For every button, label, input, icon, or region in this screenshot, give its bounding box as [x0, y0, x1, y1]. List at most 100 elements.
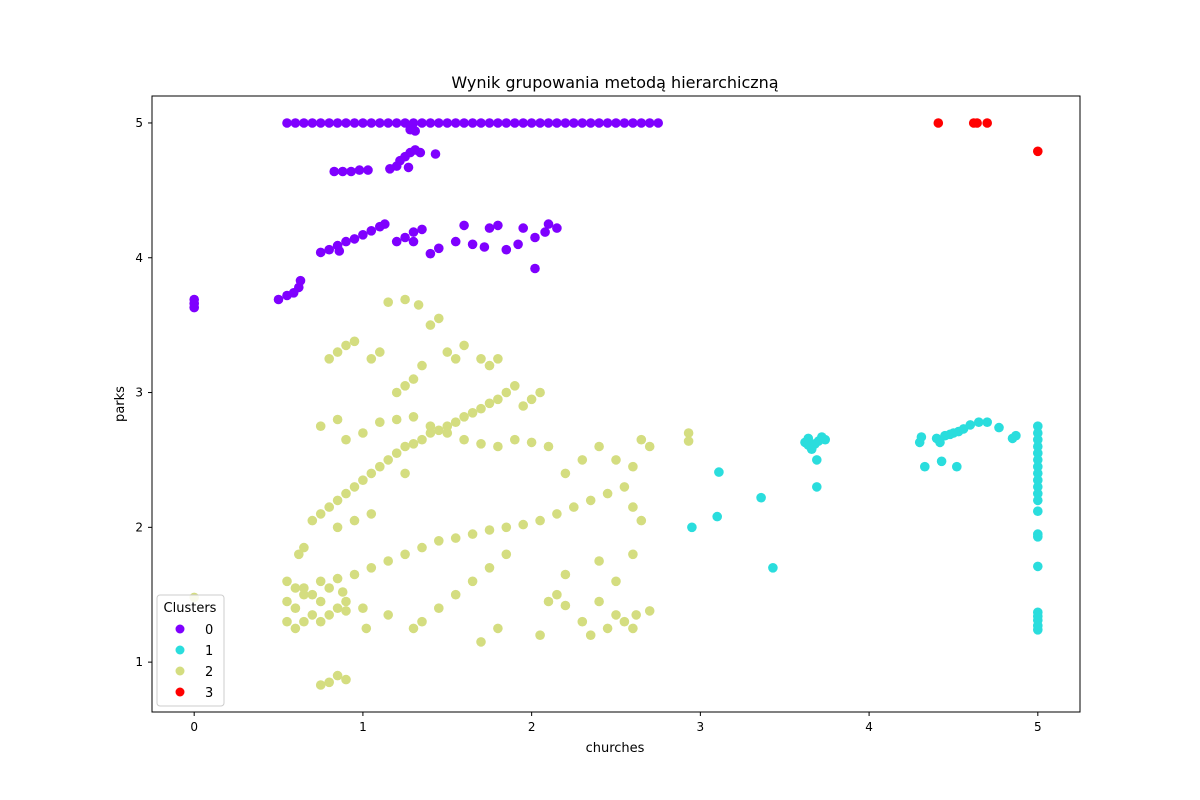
data-point-cluster-3 [933, 118, 944, 128]
data-point-cluster-0 [602, 118, 613, 128]
data-point-cluster-0 [493, 118, 503, 128]
data-point-cluster-2 [484, 563, 495, 573]
data-point-cluster-0 [569, 118, 579, 128]
data-point-cluster-2 [577, 455, 588, 465]
data-point-cluster-0 [417, 224, 427, 235]
data-point-cluster-1 [1033, 441, 1043, 452]
data-point-cluster-2 [358, 428, 368, 438]
data-point-cluster-2 [611, 455, 621, 465]
data-point-cluster-2 [391, 448, 402, 459]
data-point-cluster-0 [585, 118, 596, 128]
data-point-cluster-2 [332, 603, 343, 613]
data-point-cluster-2 [307, 589, 318, 600]
data-point-cluster-0 [434, 243, 444, 254]
data-point-cluster-2 [631, 610, 641, 620]
data-point-cluster-1 [1033, 468, 1043, 479]
data-point-cluster-0 [410, 126, 421, 136]
data-point-cluster-1 [1033, 455, 1043, 465]
data-point-cluster-2 [417, 542, 427, 553]
data-point-cluster-1 [920, 461, 930, 472]
legend-marker-2 [175, 666, 185, 676]
data-point-cluster-0 [467, 239, 478, 250]
data-point-cluster-0 [290, 118, 301, 128]
data-point-cluster-0 [332, 118, 343, 128]
data-point-cluster-2 [510, 381, 520, 391]
data-point-cluster-0 [540, 227, 550, 237]
legend-label-2: 2 [205, 665, 213, 680]
data-point-cluster-0 [476, 118, 486, 128]
data-point-cluster-2 [332, 495, 343, 506]
data-point-cluster-0 [425, 248, 436, 259]
data-point-cluster-2 [332, 670, 343, 681]
data-point-cluster-0 [363, 165, 373, 175]
x-axis: 0 1 2 3 4 5 [190, 712, 1042, 734]
data-point-cluster-2 [290, 603, 301, 613]
data-point-cluster-0 [535, 118, 545, 128]
data-point-cluster-1 [1033, 625, 1043, 635]
data-point-cluster-2 [518, 519, 528, 530]
data-point-cluster-2 [467, 408, 478, 418]
data-point-cluster-2 [628, 461, 638, 472]
data-point-cluster-2 [535, 515, 545, 526]
data-point-cluster-0 [415, 147, 426, 158]
data-point-cluster-2 [299, 589, 309, 600]
data-point-cluster-2 [526, 394, 537, 405]
data-point-cluster-2 [349, 569, 360, 580]
legend-label-0: 0 [205, 623, 213, 638]
data-point-cluster-1 [1033, 421, 1043, 432]
data-point-cluster-2 [628, 623, 638, 634]
data-point-cluster-2 [400, 468, 410, 479]
data-point-cluster-0 [349, 118, 360, 128]
data-point-cluster-2 [383, 455, 394, 465]
data-point-cluster-0 [315, 247, 326, 258]
data-point-cluster-0 [467, 118, 478, 128]
data-point-cluster-2 [315, 509, 326, 519]
data-point-cluster-2 [476, 637, 486, 647]
data-point-cluster-2 [636, 515, 647, 526]
data-point-cluster-0 [518, 223, 528, 233]
data-point-cluster-2 [341, 674, 351, 685]
data-point-cluster-2 [459, 434, 469, 445]
data-point-cluster-2 [560, 600, 571, 611]
data-point-cluster-2 [315, 680, 326, 690]
data-point-cluster-2 [366, 563, 377, 573]
y-axis: 1 2 3 4 5 [135, 116, 152, 669]
data-point-cluster-0 [295, 275, 306, 286]
data-point-cluster-2 [636, 434, 647, 445]
data-point-cluster-0 [434, 118, 444, 128]
data-point-cluster-0 [380, 219, 390, 229]
data-point-cluster-2 [299, 583, 309, 593]
chart-title: Wynik grupowania metodą hierarchiczną [451, 73, 778, 92]
data-point-cluster-0 [479, 242, 490, 252]
data-point-cluster-0 [619, 118, 630, 128]
data-point-cluster-2 [341, 606, 351, 616]
data-point-cluster-2 [358, 475, 368, 486]
data-point-cluster-1 [756, 492, 766, 503]
data-point-cluster-2 [324, 583, 335, 593]
data-point-cluster-2 [400, 294, 410, 305]
data-point-cluster-2 [375, 417, 385, 428]
data-point-cluster-0 [530, 263, 540, 274]
data-point-cluster-0 [484, 118, 495, 128]
data-point-cluster-1 [974, 417, 984, 428]
data-point-cluster-2 [493, 441, 503, 452]
data-point-cluster-2 [476, 403, 486, 414]
legend-marker-0 [175, 624, 185, 634]
data-point-cluster-0 [484, 223, 495, 233]
data-point-cluster-2 [628, 549, 638, 560]
data-point-cluster-0 [430, 149, 441, 159]
data-point-cluster-2 [383, 610, 394, 620]
data-point-cluster-1 [1033, 448, 1043, 459]
data-point-cluster-2 [585, 495, 596, 506]
data-point-cluster-0 [358, 118, 368, 128]
data-point-cluster-0 [450, 118, 461, 128]
data-point-cluster-2 [543, 596, 554, 607]
data-point-cluster-0 [518, 118, 528, 128]
data-point-cluster-1 [1033, 461, 1043, 472]
data-point-cluster-2 [417, 434, 427, 445]
data-point-cluster-2 [450, 417, 461, 428]
data-point-cluster-2 [400, 549, 410, 560]
data-point-cluster-2 [569, 502, 579, 512]
data-point-cluster-0 [337, 166, 348, 177]
data-point-cluster-2 [493, 623, 503, 634]
